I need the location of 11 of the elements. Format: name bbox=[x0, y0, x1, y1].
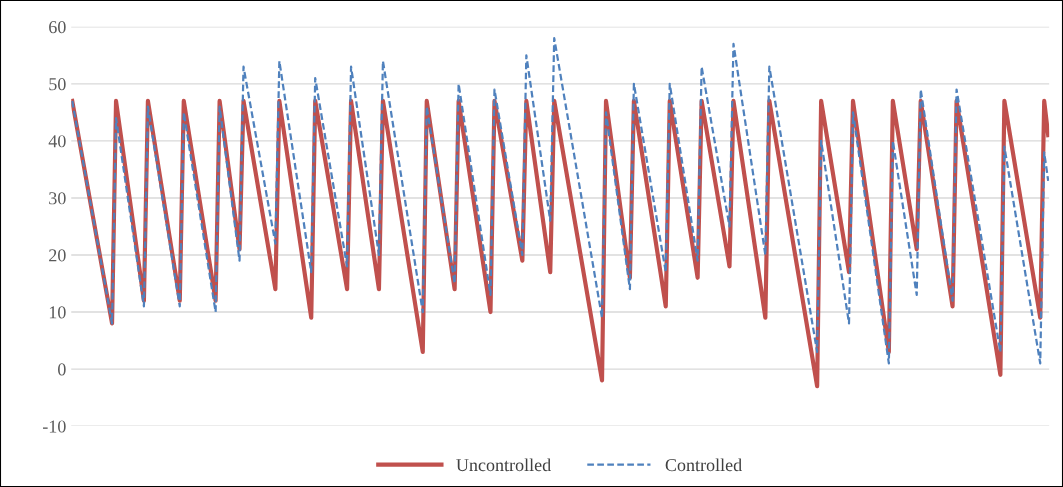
y-tick-label: 0 bbox=[58, 363, 66, 376]
line-series bbox=[71, 37, 1050, 365]
y-tick-label: 40 bbox=[48, 135, 66, 148]
legend-label: Controlled bbox=[665, 458, 742, 472]
legend-label: Uncontrolled bbox=[456, 458, 551, 472]
y-tick-label: -10 bbox=[42, 420, 66, 433]
y-tick-label: 60 bbox=[49, 21, 66, 34]
y-tick-label: 30 bbox=[49, 192, 66, 205]
y-tick-label: 10 bbox=[49, 306, 66, 319]
y-tick-label: 20 bbox=[49, 249, 66, 262]
y-tick-label: 50 bbox=[49, 78, 66, 91]
